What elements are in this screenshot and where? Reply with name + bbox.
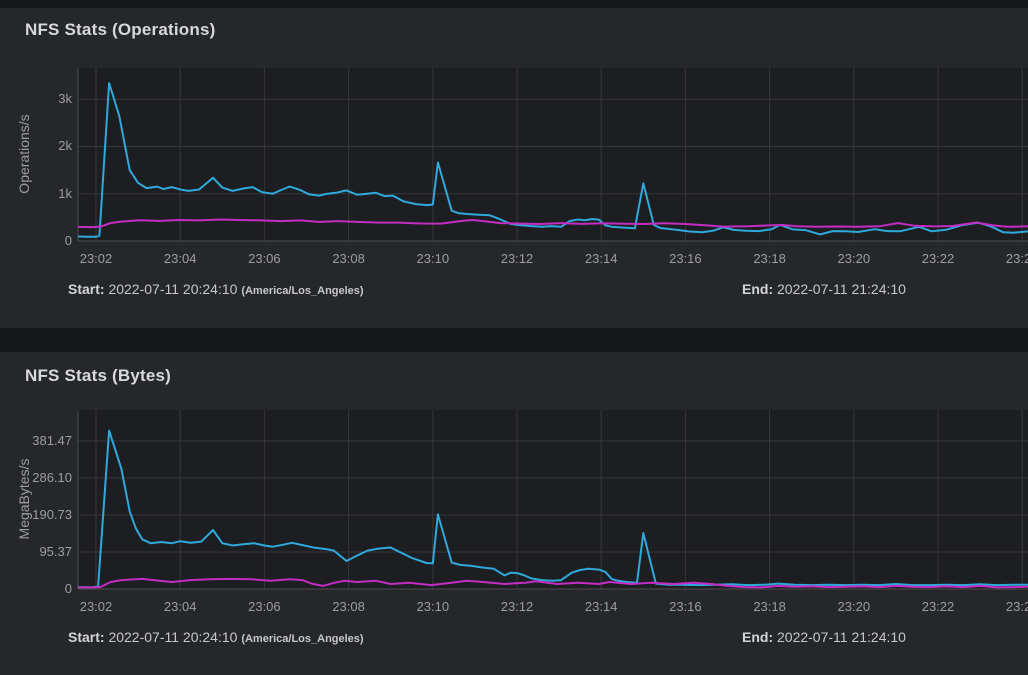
x-tick-label: 23:18	[753, 251, 786, 266]
panel-nfs-bytes: NFS Stats (Bytes) MegaBytes/s Start: 202…	[0, 352, 1028, 675]
x-tick-label: 23:18	[753, 599, 786, 614]
time-range-end: End: 2022-07-11 21:24:10	[742, 281, 906, 297]
y-tick-label: 95.37	[39, 543, 72, 559]
x-tick-label: 23:10	[416, 599, 450, 614]
x-tick-label: 23:04	[163, 251, 197, 266]
x-tick-label: 23:08	[332, 251, 365, 266]
magenta-series-line	[78, 218, 1028, 229]
start-value: 2022-07-11 20:24:10	[108, 629, 238, 645]
x-tick-label: 23:02	[79, 599, 113, 614]
y-tick-label: 3k	[58, 91, 72, 107]
x-tick-label: 23:14	[584, 251, 618, 266]
blue-series-line	[78, 429, 1028, 589]
x-tick-label: 23:12	[500, 251, 534, 266]
y-tick-label: 0	[64, 581, 72, 596]
x-tick-label: 23:08	[332, 599, 365, 614]
y-tick-label: 286.10	[32, 469, 72, 485]
y-axis-label: Operations/s	[16, 114, 32, 194]
time-range-start: Start: 2022-07-11 20:24:10 (America/Los_…	[68, 629, 364, 645]
start-label: Start:	[68, 281, 105, 297]
end-label: End:	[742, 281, 774, 297]
x-tick-label: 23:24	[1005, 251, 1028, 266]
panel-nfs-operations: NFS Stats (Operations) Operations/s Star…	[0, 8, 1028, 328]
x-tick-label: 23:20	[837, 599, 871, 614]
end-value: 2022-07-11 21:24:10	[777, 281, 906, 297]
blue-series-line	[78, 82, 1028, 238]
panel-title: NFS Stats (Operations)	[25, 20, 216, 39]
end-label: End:	[742, 629, 774, 645]
x-tick-label: 23:14	[584, 599, 618, 614]
magenta-series-line	[78, 577, 1028, 589]
time-range-end: End: 2022-07-11 21:24:10	[742, 629, 906, 645]
x-tick-label: 23:20	[837, 251, 871, 266]
y-tick-label: 1k	[58, 185, 72, 201]
x-tick-label: 23:12	[500, 599, 534, 614]
x-tick-label: 23:06	[248, 599, 281, 614]
end-value: 2022-07-11 21:24:10	[777, 629, 906, 645]
time-range-start: Start: 2022-07-11 20:24:10 (America/Los_…	[68, 281, 364, 297]
plot-area	[78, 68, 1028, 241]
x-tick-label: 23:24	[1005, 599, 1028, 614]
x-tick-label: 23:16	[669, 251, 702, 266]
x-tick-label: 23:10	[416, 251, 450, 266]
x-tick-label: 23:16	[669, 599, 702, 614]
x-tick-label: 23:22	[921, 251, 955, 266]
x-tick-label: 23:22	[921, 599, 955, 614]
x-tick-label: 23:06	[248, 251, 281, 266]
operations-chart[interactable]	[0, 8, 1028, 328]
start-timezone: (America/Los_Angeles)	[241, 633, 364, 645]
x-tick-label: 23:02	[79, 251, 113, 266]
y-tick-label: 2k	[58, 138, 72, 154]
x-tick-label: 23:04	[163, 599, 197, 614]
y-tick-label: 190.73	[32, 506, 72, 522]
start-timezone: (America/Los_Angeles)	[241, 285, 364, 297]
start-label: Start:	[68, 629, 105, 645]
y-axis-label: MegaBytes/s	[16, 458, 32, 540]
y-tick-label: 0	[64, 233, 72, 248]
plot-area	[78, 410, 1028, 589]
y-tick-label: 381.47	[32, 432, 72, 448]
start-value: 2022-07-11 20:24:10	[108, 281, 238, 297]
bytes-chart[interactable]	[0, 352, 1028, 675]
panel-title: NFS Stats (Bytes)	[25, 366, 172, 385]
